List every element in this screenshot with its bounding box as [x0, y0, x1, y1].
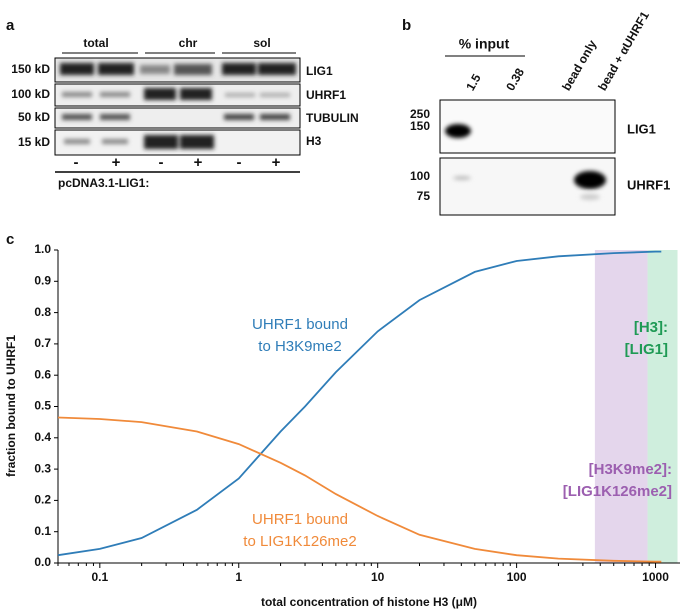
construct-label: pcDNA3.1-LIG1:	[58, 176, 149, 190]
shaded-band	[594, 250, 648, 563]
protein-label: H3	[306, 134, 322, 148]
y-tick-label: 0.5	[34, 399, 51, 413]
sign: -	[74, 154, 79, 171]
group-label: chr	[179, 36, 198, 50]
x-axis-label: total concentration of histone H3 (μM)	[261, 595, 477, 609]
x-tick-label: 100	[507, 570, 527, 584]
header: % input	[459, 36, 510, 52]
series-label: to H3K9me2	[258, 338, 341, 355]
marker-label: 50 kD	[18, 110, 50, 124]
protein-label: UHRF1	[627, 177, 670, 192]
y-tick-label: 0.1	[34, 524, 51, 538]
sign: -	[159, 154, 164, 171]
x-tick-label: 10	[371, 570, 385, 584]
x-tick-label: 1	[235, 570, 242, 584]
blot-b	[439, 99, 616, 216]
y-tick-label: 0.7	[34, 336, 51, 350]
group-label: sol	[253, 36, 270, 50]
shaded-band	[647, 250, 678, 563]
y-axis-label: fraction bound to UHRF1	[4, 335, 18, 477]
marker-label: 250	[410, 107, 430, 121]
x-tick-label: 1000	[642, 570, 669, 584]
series-label: to LIG1K126me2	[243, 533, 356, 550]
panel-label: b	[402, 17, 411, 34]
protein-label: LIG1	[627, 121, 656, 136]
marker-label: 15 kD	[18, 135, 50, 149]
marker-label: 150 kD	[11, 62, 50, 76]
sign: +	[112, 154, 121, 171]
line	[57, 250, 662, 557]
y-tick-label: 0.2	[34, 493, 51, 507]
line	[57, 416, 662, 563]
band-label: [LIG1]	[625, 341, 668, 358]
blot-a	[54, 52, 301, 173]
y-tick-label: 0.0	[34, 555, 51, 569]
plot: 0.0 0.1 0.2 0.3 0.4 0.5 0.6 0.7 0.8 0.9 1.0 0.1 1 10 1…	[34, 242, 680, 584]
band-label: [H3K9me2]:	[589, 461, 672, 478]
band-label: [LIG1K126me2]	[563, 483, 672, 500]
protein-label: LIG1	[306, 64, 333, 78]
panel-label: c	[6, 231, 14, 248]
sign: -	[237, 154, 242, 171]
lane-label: 1.5	[463, 71, 484, 93]
protein-label: UHRF1	[306, 88, 346, 102]
group-label: total	[83, 36, 108, 50]
lane-label: bead + αUHRF1	[595, 9, 652, 93]
y-tick-label: 0.8	[34, 305, 51, 319]
y-tick-label: 0.4	[34, 430, 51, 444]
band-label: [H3]:	[634, 319, 668, 336]
sign: +	[194, 154, 203, 171]
series-label: UHRF1 bound	[252, 511, 348, 528]
lane-label: bead only	[559, 37, 599, 93]
x-tick-label: 0.1	[91, 570, 108, 584]
y-tick-label: 1.0	[34, 242, 51, 256]
marker-label: 150	[410, 119, 430, 133]
y-tick-label: 0.6	[34, 367, 51, 381]
series-label: UHRF1 bound	[252, 316, 348, 333]
y-tick-label: 0.3	[34, 461, 51, 475]
marker-label: 100 kD	[11, 87, 50, 101]
marker-label: 100	[410, 169, 430, 183]
lane-label: 0.38	[503, 66, 527, 94]
y-tick-label: 0.9	[34, 273, 51, 287]
panel-label: a	[6, 17, 15, 34]
sign: +	[272, 154, 281, 171]
marker-label: 75	[417, 189, 431, 203]
protein-label: TUBULIN	[306, 111, 359, 125]
